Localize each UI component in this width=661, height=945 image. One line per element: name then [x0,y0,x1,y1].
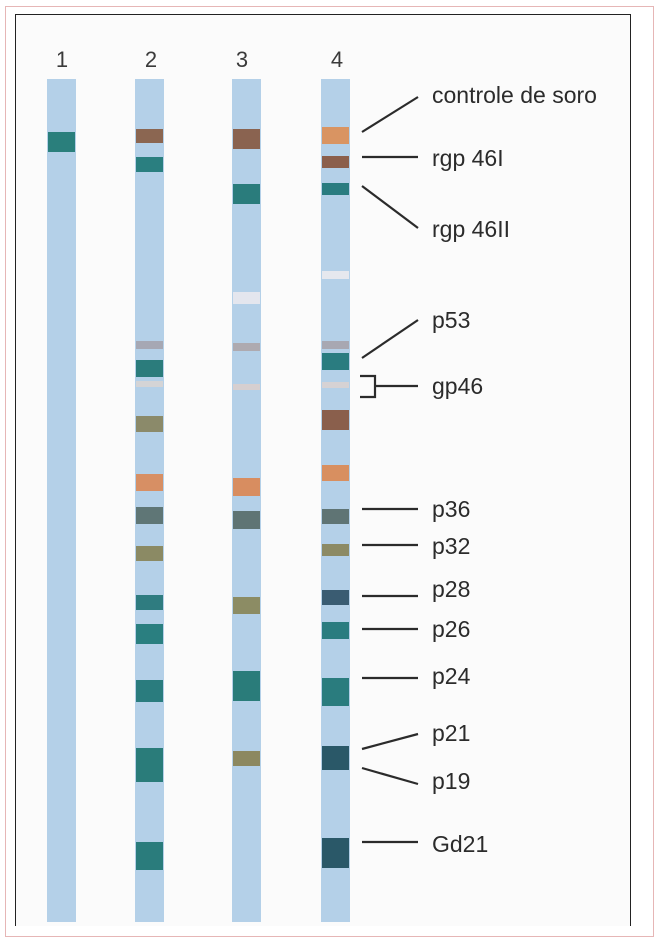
strip-4-band-5 [322,341,349,349]
strip-2-band-3 [136,341,163,349]
test-strip-2 [135,79,164,922]
line-p53 [361,319,419,359]
strip-4-band-2 [322,156,349,168]
strip-3-band-6 [233,478,260,496]
strip-3-band-7 [233,511,260,529]
strip-4-band-15 [322,746,349,770]
strip-2-band-12 [136,680,163,702]
strip-4-band-12 [322,590,349,605]
label-p32: p32 [432,533,470,559]
strip-3-band-3 [233,292,260,304]
strip-4-band-3 [322,183,349,195]
strip-3-band-8 [233,597,260,614]
strip-4-band-1 [322,127,349,144]
strip-2-band-11 [136,624,163,644]
strip-3-band-5 [233,384,260,390]
strip-4-band-10 [322,509,349,524]
strip-1-band-1 [48,132,75,152]
strip-2-band-2 [136,157,163,172]
label-p53: p53 [432,307,470,333]
strip-4-band-11 [322,544,349,556]
strip-2-band-8 [136,507,163,524]
strip-4-band-7 [322,382,349,388]
strip-2-band-7 [136,474,163,491]
strip-number-1: 1 [56,47,68,72]
annotation-lines [360,96,419,844]
strip-3-band-2 [233,184,260,204]
strip-2-band-6 [136,416,163,432]
strip-3-band-1 [233,129,260,149]
label-p19: p19 [432,768,470,794]
strip-3-band-4 [233,343,260,351]
label-p24: p24 [432,663,471,689]
strip-4-band-8 [322,410,349,430]
strip-4-band-6 [322,353,349,370]
label-rgp46II: rgp 46II [432,216,510,242]
strip-2-band-14 [136,842,163,870]
strip-2-band-1 [136,129,163,143]
strip-2-band-4 [136,360,163,377]
strip-4-band-16 [322,838,349,868]
label-p21: p21 [432,720,470,746]
strip-4-band-4 [322,271,349,279]
label-gp46: gp46 [432,373,483,399]
bracket-gp46 [360,374,377,399]
line-p21 [361,732,419,751]
test-strip-4 [321,79,350,922]
strip-4-band-13 [322,622,349,639]
test-strips [47,79,350,922]
strip-2-band-5 [136,381,163,387]
strip-4-band-14 [322,678,349,706]
label-p28: p28 [432,576,470,602]
label-rgp46I: rgp 46I [432,145,504,171]
strip-number-3: 3 [236,47,248,72]
label-p36: p36 [432,496,470,522]
line-p19 [361,766,419,786]
strip-number-2: 2 [145,47,157,72]
line-controle-de-soro [361,96,419,133]
strip-2-band-10 [136,595,163,610]
strip-2-band-13 [136,748,163,782]
strip-4-band-9 [322,465,349,481]
label-controle-de-soro: controle de soro [432,82,597,108]
strip-number-4: 4 [331,47,343,72]
test-strip-3 [232,79,261,922]
strip-3-band-9 [233,671,260,701]
line-rgp46II [361,185,419,229]
test-strip-1 [47,79,76,922]
strip-2-band-9 [136,546,163,561]
label-p26: p26 [432,616,470,642]
label-gd21: Gd21 [432,831,488,857]
strip-3-band-10 [233,751,260,766]
